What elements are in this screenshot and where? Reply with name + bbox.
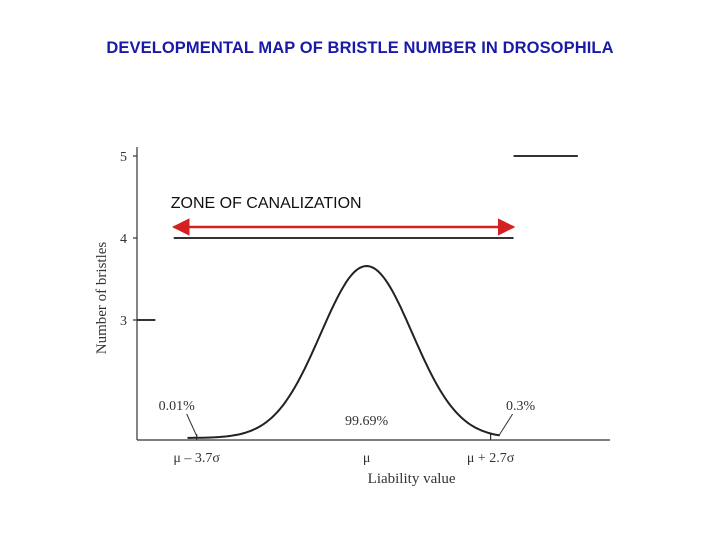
annotation-left-tail: 0.01% [159,399,196,414]
annotation-center: 99.69% [345,414,389,429]
x-axis-label: Liability value [368,471,456,487]
annotation-right-tail: 0.3% [506,399,536,414]
x-tick-label: μ + 2.7σ [467,451,515,466]
y-tick-label: 5 [120,150,127,165]
x-tick-label: μ [363,451,371,466]
annotation-right-leader [498,413,514,437]
canalization-label: ZONE OF CANALIZATION [171,195,362,212]
slide-title: DEVELOPMENTAL MAP OF BRISTLE NUMBER IN D… [106,39,614,57]
normal-curve [187,264,500,439]
annotation-left-leader [186,413,198,437]
y-axis-label: Number of bristles [94,242,110,355]
y-tick-label: 3 [120,314,127,329]
y-tick-label: 4 [120,232,127,247]
x-tick-label: μ – 3.7σ [173,451,220,466]
